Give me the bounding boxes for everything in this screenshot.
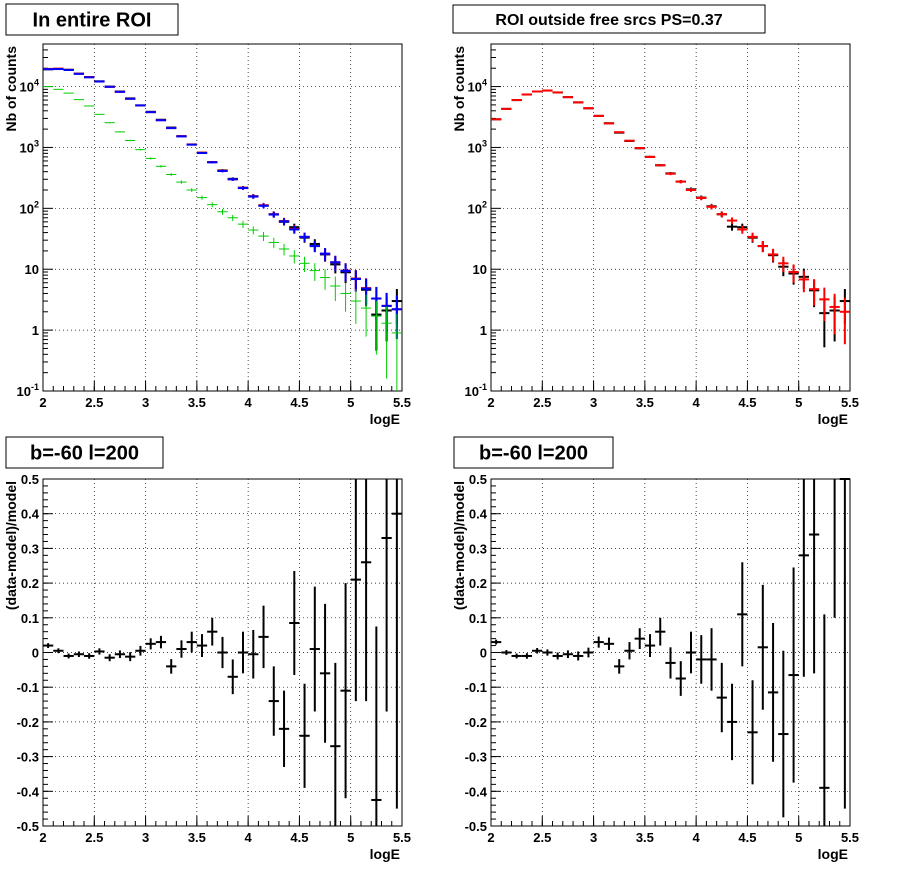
title-box	[5, 3, 179, 36]
y-tick-label: 0.4	[469, 507, 488, 522]
x-tick-label: 5.5	[393, 395, 411, 410]
x-tick-label: 2.5	[533, 395, 551, 410]
chart-panel-4: 2 2.5 3 3.5 4 4.5 5 5.5 -0.5 -0.4 -0.3 -0.2 -0.1 0 0.1…	[451, 436, 859, 862]
series-2	[491, 89, 850, 345]
y-tick-label: 10-1	[465, 382, 487, 399]
x-tick-label: 5.5	[841, 830, 859, 845]
y-tick-label: -0.4	[17, 784, 40, 799]
y-tick-label: 0	[32, 646, 39, 661]
y-tick-label: 0.4	[21, 507, 40, 522]
y-tick-label: 104	[20, 78, 39, 95]
chart-title: ROI outside free srcs PS=0.37	[495, 12, 722, 29]
x-tick-label: 3.5	[188, 830, 206, 845]
y-tick-label: 0.5	[21, 472, 39, 487]
x-tick-label: 2	[487, 395, 494, 410]
x-tick-label: 5	[347, 830, 354, 845]
x-tick-label: 3.5	[188, 395, 206, 410]
x-tick-label: 5	[795, 395, 802, 410]
y-tick-label: 0.1	[469, 611, 487, 626]
y-tick-label: 0.3	[21, 541, 39, 556]
y-tick-label: -0.5	[465, 819, 487, 834]
x-tick-label: 2.5	[85, 395, 103, 410]
y-tick-label: -0.2	[465, 715, 487, 730]
y-tick-label: -0.4	[465, 784, 488, 799]
y-tick-label: 103	[20, 138, 39, 155]
chart-title: b=-60 l=200	[479, 443, 588, 465]
x-tick-label: 3	[142, 395, 149, 410]
x-tick-label: 4.5	[738, 395, 756, 410]
y-tick-label: 102	[468, 199, 487, 216]
y-axis-label: Nb of counts	[451, 46, 467, 132]
title-box	[452, 4, 766, 34]
x-tick-label: 4	[245, 830, 253, 845]
x-tick-label: 4.5	[290, 830, 308, 845]
x-tick-label: 4	[245, 395, 253, 410]
x-tick-label: 3	[590, 830, 597, 845]
x-tick-label: 5.5	[393, 830, 411, 845]
chart-panel-2: 2 2.5 3 3.5 4 4.5 5 5.5 1 10 102 103 104 10-1 logE Nb o…	[451, 4, 859, 427]
residual-series	[43, 479, 402, 826]
plot-frame	[490, 43, 851, 392]
y-tick-label: 0	[480, 646, 487, 661]
x-tick-label: 3	[590, 395, 597, 410]
x-tick-label: 2	[39, 830, 46, 845]
x-tick-label: 2	[39, 395, 46, 410]
y-tick-label: 102	[20, 199, 39, 216]
x-tick-label: 3.5	[636, 395, 654, 410]
chart-panel-1: 2 2.5 3 3.5 4 4.5 5 5.5 1 10 102 103 104 10-1 logE Nb o…	[3, 3, 411, 427]
y-axis-label: (data-model)/model	[451, 481, 467, 610]
x-tick-label: 4.5	[738, 830, 756, 845]
y-tick-label: 0.2	[469, 576, 487, 591]
chart-title: In entire ROI	[33, 10, 152, 32]
x-tick-label: 2.5	[85, 830, 103, 845]
x-tick-label: 4	[693, 395, 701, 410]
x-tick-label: 5	[347, 395, 354, 410]
y-axis-label: (data-model)/model	[3, 481, 19, 610]
y-tick-label: 0.3	[469, 541, 487, 556]
y-tick-label: -0.2	[17, 715, 39, 730]
y-tick-label: -0.1	[17, 680, 39, 695]
y-tick-label: 1	[480, 323, 487, 338]
x-tick-label: 4.5	[290, 395, 308, 410]
x-axis-label: logE	[818, 411, 848, 427]
y-tick-label: 0.2	[21, 576, 39, 591]
y-tick-label: 0.1	[21, 611, 39, 626]
x-tick-label: 5.5	[841, 395, 859, 410]
y-axis-label: Nb of counts	[3, 46, 19, 132]
y-tick-label: 10	[25, 262, 39, 277]
x-tick-label: 2	[487, 830, 494, 845]
y-tick-label: 104	[468, 78, 487, 95]
chart-title: b=-60 l=200	[30, 443, 139, 465]
y-tick-label: -0.3	[465, 750, 487, 765]
y-tick-label: 0.5	[469, 472, 487, 487]
title-box	[453, 436, 614, 469]
series-4	[43, 86, 402, 391]
title-box	[5, 436, 164, 469]
y-tick-label: -0.1	[465, 680, 487, 695]
y-tick-label: 1	[32, 323, 39, 338]
x-tick-label: 4	[693, 830, 701, 845]
y-tick-label: 10-1	[17, 382, 39, 399]
x-axis-label: logE	[370, 411, 400, 427]
y-tick-label: 10	[473, 262, 487, 277]
series-3	[43, 68, 402, 339]
x-tick-label: 3	[142, 830, 149, 845]
residual-series	[491, 478, 850, 826]
y-tick-label: -0.3	[17, 750, 39, 765]
x-axis-label: logE	[818, 846, 848, 862]
plot-frame	[42, 43, 403, 392]
y-tick-label: 103	[468, 138, 487, 155]
x-tick-label: 3.5	[636, 830, 654, 845]
x-tick-label: 2.5	[533, 830, 551, 845]
y-tick-label: -0.5	[17, 819, 39, 834]
x-tick-label: 5	[795, 830, 802, 845]
x-axis-label: logE	[370, 846, 400, 862]
chart-panel-3: 2 2.5 3 3.5 4 4.5 5 5.5 -0.5 -0.4 -0.3 -0.2 -0.1 0 0.1…	[3, 436, 411, 862]
